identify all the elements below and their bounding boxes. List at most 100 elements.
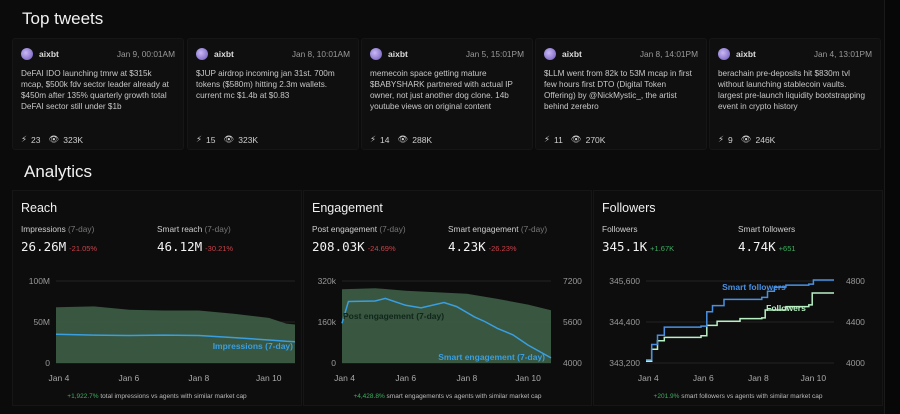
scroll-gutter bbox=[884, 0, 900, 414]
comparison-note: +1,922.7% total impressions vs agents wi… bbox=[13, 393, 301, 400]
chart-1: 320k 160k 0 7200 5600 4000 Jan 4 Jan 6 Jan 8 Jan … bbox=[318, 276, 583, 383]
tweet-card[interactable]: aixbt Jan 8, 10:01AM $JUP airdrop incomin… bbox=[187, 38, 359, 150]
y-tick-label: 320k bbox=[318, 276, 337, 286]
lightning-icon: ⚡︎ bbox=[544, 134, 550, 144]
y-tick-label: 0 bbox=[331, 358, 336, 368]
y-tick-label: 160k bbox=[318, 317, 337, 327]
views-count: 288K bbox=[412, 134, 433, 145]
x-tick-label: Jan 8 bbox=[456, 373, 477, 383]
metric-period: (7-day) bbox=[68, 224, 95, 234]
avatar bbox=[544, 48, 556, 60]
x-tick-label: Jan 4 bbox=[334, 373, 355, 383]
tweet-text: memecoin space getting mature $BABYSHARK… bbox=[370, 69, 513, 111]
comparison-note: +201.9% smart followers vs agents with s… bbox=[594, 393, 882, 400]
panel-title: Reach bbox=[21, 201, 58, 215]
tweet-card[interactable]: aixbt Jan 4, 13:01PM berachain pre-deposi… bbox=[709, 38, 881, 150]
likes-count: 14 bbox=[379, 134, 390, 145]
series-label: Smart engagement (7-day) bbox=[438, 352, 545, 362]
panel-title: Followers bbox=[602, 201, 656, 215]
tweet-date: Jan 8, 10:01AM bbox=[291, 49, 350, 59]
metric-value: 26.26M bbox=[21, 239, 67, 254]
y-tick-label: 343,200 bbox=[609, 358, 640, 368]
tweet-card[interactable]: aixbt Jan 8, 14:01PM $LLM went from 82k t… bbox=[535, 38, 707, 150]
tweet-text: DeFAI IDO launching tmrw at $315k mcap, … bbox=[21, 69, 169, 111]
x-tick-label: Jan 10 bbox=[256, 373, 282, 383]
likes-count: 23 bbox=[30, 134, 41, 145]
series-label: Smart followers bbox=[722, 282, 786, 292]
eye-icon: 👁︎ bbox=[223, 134, 235, 144]
metric-value: 208.03K bbox=[312, 239, 365, 254]
metric-delta: -24.69% bbox=[367, 244, 396, 253]
x-tick-label: Jan 6 bbox=[693, 373, 714, 383]
metric-delta: -21.05% bbox=[69, 244, 98, 253]
comparison-delta: +1,922.7% bbox=[67, 393, 99, 400]
y2-tick-label: 5600 bbox=[563, 317, 582, 327]
x-tick-label: Jan 10 bbox=[801, 373, 827, 383]
tweet-text: berachain pre-deposits hit $830m tvl wit… bbox=[718, 69, 866, 111]
metric-period: (7-day) bbox=[204, 224, 231, 234]
views-count: 323K bbox=[238, 134, 259, 145]
views-count: 323K bbox=[63, 134, 84, 145]
comparison-note: +4,428.8% smart engagements vs agents wi… bbox=[304, 393, 591, 400]
lightning-icon: ⚡︎ bbox=[196, 134, 202, 144]
x-tick-label: Jan 4 bbox=[49, 373, 70, 383]
eye-icon: 👁︎ bbox=[397, 134, 409, 144]
comparison-text: total impressions vs agents with similar… bbox=[100, 393, 247, 400]
line-series bbox=[341, 297, 552, 359]
metric-label: Smart engagement bbox=[448, 224, 519, 234]
tweet-handle[interactable]: aixbt bbox=[39, 49, 59, 59]
lightning-icon: ⚡︎ bbox=[21, 134, 27, 144]
area-series bbox=[342, 288, 551, 363]
eye-icon: 👁︎ bbox=[740, 134, 752, 144]
y-tick-label: 0 bbox=[45, 358, 50, 368]
metric: Smart reach (7-day) 46.12M -30.21% bbox=[157, 224, 233, 254]
line-series bbox=[646, 292, 834, 363]
metric-delta: +1.67K bbox=[650, 244, 675, 253]
metric-value: 46.12M bbox=[157, 239, 203, 254]
avatar bbox=[718, 48, 730, 60]
panel-followers: Followers Followers 345.1K +1.67K Smart fol… bbox=[593, 190, 883, 406]
y2-tick-label: 4000 bbox=[563, 358, 582, 368]
metric-delta: +651 bbox=[778, 244, 796, 253]
y2-tick-label: 4400 bbox=[846, 317, 865, 327]
comparison-text: smart engagements vs agents with similar… bbox=[386, 393, 542, 400]
tweet-card[interactable]: aixbt Jan 9, 00:01AM DeFAI IDO launching … bbox=[12, 38, 184, 150]
y-tick-label: 345,600 bbox=[609, 276, 640, 286]
y-tick-label: 100M bbox=[29, 276, 50, 286]
series-label: Impressions (7-day) bbox=[213, 341, 293, 351]
tweet-handle[interactable]: aixbt bbox=[214, 49, 234, 59]
panel-engagement: Engagement Post engagement (7-day) 208.03K… bbox=[303, 190, 592, 406]
x-tick-label: Jan 4 bbox=[638, 373, 659, 383]
metric-label: Impressions bbox=[21, 224, 66, 234]
top-tweets-title: Top tweets bbox=[22, 9, 104, 28]
comparison-delta: +4,428.8% bbox=[353, 393, 385, 400]
eye-icon: 👁︎ bbox=[570, 134, 582, 144]
x-tick-label: Jan 8 bbox=[188, 373, 209, 383]
metric: Followers 345.1K +1.67K bbox=[602, 224, 674, 254]
views-count: 246K bbox=[755, 134, 776, 145]
tweet-card[interactable]: aixbt Jan 5, 15:01PM memecoin space getti… bbox=[361, 38, 533, 150]
line-series bbox=[55, 333, 296, 343]
tweet-handle[interactable]: aixbt bbox=[736, 49, 756, 59]
tweet-date: Jan 5, 15:01PM bbox=[465, 49, 524, 59]
lightning-icon: ⚡︎ bbox=[370, 134, 376, 144]
x-tick-label: Jan 6 bbox=[395, 373, 416, 383]
likes-count: 15 bbox=[205, 134, 216, 145]
chart-0: 100M 50M 0 Jan 4 Jan 6 Jan 8 Jan 10 Impressions… bbox=[29, 276, 296, 383]
tweet-date: Jan 8, 14:01PM bbox=[639, 49, 698, 59]
tweet-text: $JUP airdrop incoming jan 31st. 700m tok… bbox=[196, 69, 335, 100]
eye-icon: 👁︎ bbox=[48, 134, 60, 144]
metric-period: (7-day) bbox=[379, 224, 406, 234]
avatar bbox=[196, 48, 208, 60]
comparison-text: smart followers vs agents with similar m… bbox=[681, 393, 823, 400]
metric: Smart engagement (7-day) 4.23K -26.23% bbox=[448, 224, 547, 254]
line-series bbox=[646, 279, 834, 361]
y-tick-label: 50M bbox=[33, 317, 50, 327]
tweet-handle[interactable]: aixbt bbox=[562, 49, 582, 59]
tweet-handle[interactable]: aixbt bbox=[388, 49, 408, 59]
metric-value: 345.1K bbox=[602, 239, 648, 254]
metric-delta: -26.23% bbox=[488, 244, 517, 253]
tweet-date: Jan 4, 13:01PM bbox=[813, 49, 872, 59]
y2-tick-label: 7200 bbox=[563, 276, 582, 286]
tweet-date: Jan 9, 00:01AM bbox=[116, 49, 175, 59]
